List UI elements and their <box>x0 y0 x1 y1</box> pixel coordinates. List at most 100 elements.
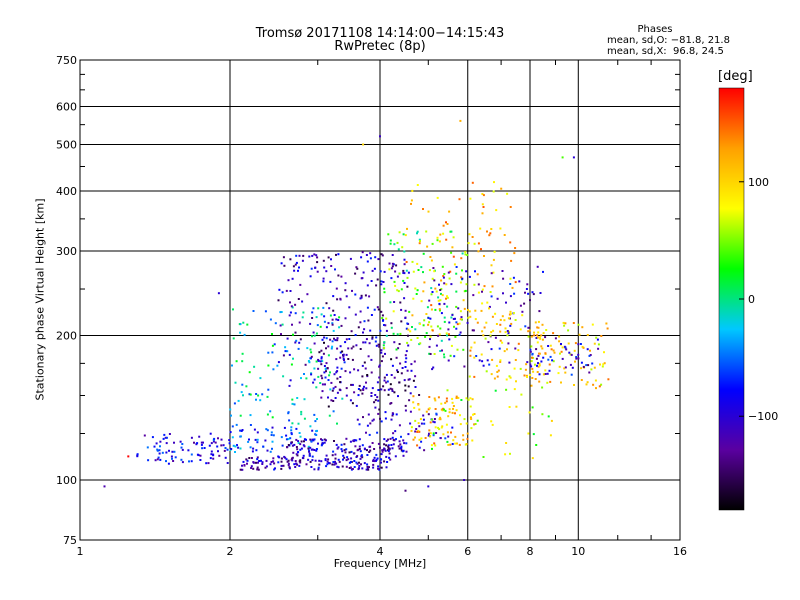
echo-point <box>444 401 447 404</box>
echo-point <box>336 366 339 369</box>
echo-point <box>336 370 339 373</box>
echo-point <box>549 434 552 437</box>
echo-point <box>262 445 265 448</box>
echo-point <box>469 416 472 419</box>
echo-point <box>445 423 448 426</box>
echo-point <box>313 438 316 441</box>
echo-point <box>379 417 381 420</box>
echo-point <box>537 354 540 357</box>
echo-point <box>407 271 410 274</box>
echo-point <box>547 345 550 347</box>
echo-point <box>547 358 550 361</box>
echo-point <box>331 454 334 457</box>
echo-point <box>290 305 293 308</box>
echo-point <box>340 443 343 446</box>
echo-point <box>243 333 246 336</box>
echo-point <box>456 348 459 351</box>
echo-point <box>361 392 364 395</box>
echo-point <box>447 443 450 446</box>
echo-point <box>465 397 468 400</box>
echo-point <box>551 359 554 362</box>
echo-point <box>439 350 442 352</box>
echo-point <box>281 323 284 326</box>
echo-point <box>290 426 293 429</box>
echo-point <box>391 265 394 268</box>
echo-point <box>586 348 589 351</box>
x-tick-label: 6 <box>464 545 471 558</box>
echo-point <box>370 371 373 374</box>
y-tick-label: 750 <box>56 54 77 67</box>
echo-point <box>230 414 232 417</box>
echo-point <box>533 331 535 334</box>
echo-point <box>277 361 280 364</box>
echo-point <box>270 431 273 434</box>
echo-point <box>280 457 283 460</box>
y-tick-label: 400 <box>56 185 77 198</box>
echo-point <box>464 289 467 292</box>
echo-point <box>506 192 509 195</box>
echo-point <box>332 450 335 453</box>
echo-point <box>265 459 268 462</box>
echo-point <box>273 343 276 346</box>
echo-point <box>442 276 445 279</box>
echo-point <box>453 355 456 358</box>
echo-point <box>371 387 374 390</box>
echo-point <box>289 290 292 292</box>
echo-point <box>465 283 468 286</box>
echo-point <box>403 272 406 275</box>
echo-point <box>366 260 369 263</box>
echo-point <box>434 444 437 447</box>
echo-point <box>423 319 426 322</box>
echo-point <box>285 458 288 461</box>
echo-point <box>465 422 468 425</box>
echo-point <box>436 196 439 199</box>
echo-point <box>390 444 393 446</box>
echo-point <box>376 278 379 281</box>
echo-point <box>466 321 469 324</box>
echo-point <box>476 273 479 276</box>
echo-point <box>298 254 301 257</box>
echo-point <box>360 296 363 299</box>
echo-point <box>442 232 445 235</box>
echo-point <box>429 432 432 435</box>
echo-point <box>483 326 486 329</box>
echo-point <box>374 399 377 402</box>
echo-point <box>200 443 203 446</box>
echo-point <box>390 277 393 280</box>
echo-point <box>495 364 498 367</box>
echo-point <box>342 353 345 356</box>
echo-point <box>355 404 358 407</box>
echo-point <box>524 291 526 294</box>
echo-point <box>297 440 300 443</box>
echo-point <box>384 411 387 414</box>
echo-point <box>425 230 428 233</box>
echo-point <box>513 252 516 255</box>
echo-point <box>311 311 314 314</box>
echo-point <box>315 360 318 363</box>
echo-point <box>305 463 308 466</box>
echo-point <box>469 349 472 352</box>
echo-point <box>440 312 443 315</box>
echo-point <box>390 374 393 376</box>
echo-point <box>397 248 400 251</box>
echo-point <box>532 433 535 436</box>
echo-point <box>258 460 261 462</box>
echo-point <box>426 245 429 248</box>
echo-point <box>373 401 376 404</box>
echo-point <box>548 369 551 372</box>
echo-point <box>280 333 282 336</box>
echo-point <box>151 436 154 439</box>
echo-point <box>437 299 440 302</box>
x-tick-label: 8 <box>527 545 534 558</box>
echo-point <box>308 452 311 455</box>
echo-point <box>349 440 352 443</box>
echo-point <box>430 444 433 447</box>
echo-point <box>280 436 283 439</box>
echo-point <box>405 350 408 353</box>
echo-point <box>309 348 312 351</box>
echo-point <box>288 314 291 317</box>
echo-point <box>272 460 275 463</box>
echo-point <box>451 313 454 316</box>
echo-point <box>449 270 452 273</box>
echo-point <box>311 335 313 338</box>
